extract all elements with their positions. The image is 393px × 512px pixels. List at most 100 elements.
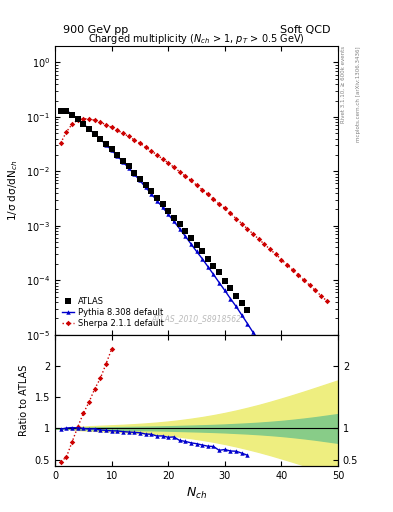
Pythia 8.308 default xyxy=(194,248,199,254)
Text: mcplots.cern.ch [arXiv:1306.3436]: mcplots.cern.ch [arXiv:1306.3436] xyxy=(356,46,362,142)
ATLAS xyxy=(200,248,204,254)
ATLAS xyxy=(217,269,222,275)
ATLAS xyxy=(228,285,233,291)
Sherpa 2.1.1 default xyxy=(81,116,86,122)
Pythia 8.308 default xyxy=(171,218,176,224)
Pythia 8.308 default xyxy=(189,241,193,247)
ATLAS xyxy=(222,278,227,284)
Sherpa 2.1.1 default xyxy=(290,267,295,273)
Sherpa 2.1.1 default xyxy=(86,116,91,122)
Pythia 8.308 default xyxy=(81,121,86,127)
Sherpa 2.1.1 default xyxy=(279,257,284,263)
Pythia 8.308 default xyxy=(256,337,261,344)
Sherpa 2.1.1 default xyxy=(296,272,301,278)
Pythia 8.308 default xyxy=(228,295,233,302)
Pythia 8.308 default xyxy=(324,443,329,450)
Pythia 8.308 default xyxy=(245,321,250,327)
Text: 900 GeV pp: 900 GeV pp xyxy=(63,25,128,35)
ATLAS xyxy=(64,108,69,114)
Sherpa 2.1.1 default xyxy=(222,205,227,211)
Sherpa 2.1.1 default xyxy=(149,147,154,154)
ATLAS xyxy=(160,201,165,207)
X-axis label: $N_{ch}$: $N_{ch}$ xyxy=(186,486,207,501)
ATLAS xyxy=(189,234,193,241)
Pythia 8.308 default xyxy=(307,417,312,423)
Pythia 8.308 default xyxy=(177,225,182,231)
Pythia 8.308 default xyxy=(183,233,187,239)
Sherpa 2.1.1 default xyxy=(313,287,318,293)
Sherpa 2.1.1 default xyxy=(274,251,278,258)
Pythia 8.308 default xyxy=(206,264,210,270)
Pythia 8.308 default xyxy=(274,364,278,370)
Sherpa 2.1.1 default xyxy=(58,140,63,146)
Sherpa 2.1.1 default xyxy=(160,156,165,162)
Sherpa 2.1.1 default xyxy=(319,293,323,299)
ATLAS xyxy=(126,163,131,169)
ATLAS xyxy=(245,307,250,313)
Sherpa 2.1.1 default xyxy=(166,160,171,166)
ATLAS xyxy=(121,158,125,164)
Pythia 8.308 default xyxy=(143,184,148,190)
Pythia 8.308 default xyxy=(115,153,119,159)
Sherpa 2.1.1 default xyxy=(92,117,97,123)
Pythia 8.308 default xyxy=(251,329,255,335)
Sherpa 2.1.1 default xyxy=(143,144,148,150)
ATLAS xyxy=(177,221,182,227)
Line: Pythia 8.308 default: Pythia 8.308 default xyxy=(59,108,329,449)
ATLAS xyxy=(239,300,244,306)
ATLAS xyxy=(75,116,80,122)
ATLAS xyxy=(149,188,154,195)
Sherpa 2.1.1 default xyxy=(121,130,125,136)
Pythia 8.308 default xyxy=(75,116,80,122)
ATLAS xyxy=(171,215,176,221)
Y-axis label: 1/σ dσ/dN$_{ch}$: 1/σ dσ/dN$_{ch}$ xyxy=(7,160,20,221)
Sherpa 2.1.1 default xyxy=(206,191,210,197)
Sherpa 2.1.1 default xyxy=(75,117,80,123)
Sherpa 2.1.1 default xyxy=(104,122,108,128)
Pythia 8.308 default xyxy=(285,381,289,387)
ATLAS xyxy=(183,227,187,233)
Sherpa 2.1.1 default xyxy=(115,127,119,133)
Pythia 8.308 default xyxy=(160,204,165,210)
Sherpa 2.1.1 default xyxy=(200,187,204,193)
Pythia 8.308 default xyxy=(70,111,74,117)
ATLAS xyxy=(132,169,137,176)
Sherpa 2.1.1 default xyxy=(239,221,244,227)
Sherpa 2.1.1 default xyxy=(256,236,261,242)
Sherpa 2.1.1 default xyxy=(324,297,329,304)
Text: Soft QCD: Soft QCD xyxy=(280,25,330,35)
Sherpa 2.1.1 default xyxy=(171,164,176,170)
Sherpa 2.1.1 default xyxy=(177,168,182,175)
Pythia 8.308 default xyxy=(132,171,137,177)
Sherpa 2.1.1 default xyxy=(245,226,250,232)
Sherpa 2.1.1 default xyxy=(126,133,131,139)
Sherpa 2.1.1 default xyxy=(307,282,312,288)
Pythia 8.308 default xyxy=(126,165,131,171)
ATLAS xyxy=(109,146,114,152)
Text: ATLAS_2010_S8918562: ATLAS_2010_S8918562 xyxy=(151,314,242,323)
ATLAS xyxy=(81,121,86,127)
Pythia 8.308 default xyxy=(290,390,295,396)
Pythia 8.308 default xyxy=(262,346,267,352)
Pythia 8.308 default xyxy=(64,108,69,114)
Sherpa 2.1.1 default xyxy=(251,231,255,237)
ATLAS xyxy=(86,125,91,132)
Pythia 8.308 default xyxy=(138,178,142,184)
Sherpa 2.1.1 default xyxy=(64,129,69,135)
ATLAS xyxy=(154,195,159,201)
Pythia 8.308 default xyxy=(211,271,216,278)
Pythia 8.308 default xyxy=(302,408,307,414)
ATLAS xyxy=(104,141,108,147)
ATLAS xyxy=(92,131,97,137)
Sherpa 2.1.1 default xyxy=(109,124,114,131)
Pythia 8.308 default xyxy=(234,304,239,310)
Pythia 8.308 default xyxy=(268,354,272,360)
Pythia 8.308 default xyxy=(104,141,108,147)
ATLAS xyxy=(206,255,210,262)
ATLAS xyxy=(211,263,216,269)
Sherpa 2.1.1 default xyxy=(285,262,289,268)
Text: Rivet 3.1.10, ≥ 600k events: Rivet 3.1.10, ≥ 600k events xyxy=(341,46,346,123)
Pythia 8.308 default xyxy=(154,198,159,204)
Pythia 8.308 default xyxy=(200,255,204,262)
ATLAS xyxy=(143,182,148,188)
